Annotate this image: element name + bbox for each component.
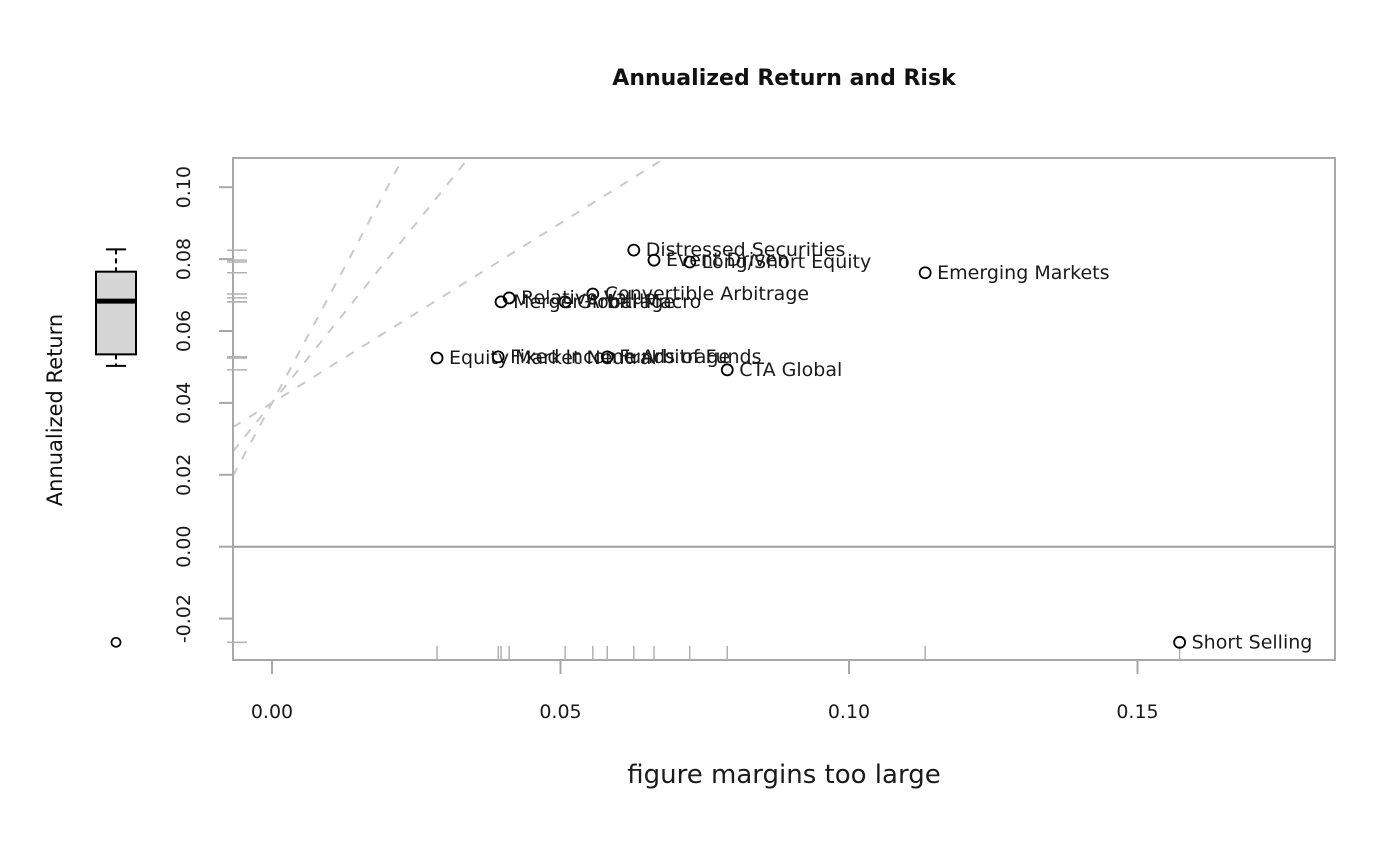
data-point-label: CTA Global <box>739 359 842 381</box>
data-point <box>558 295 572 309</box>
data-point-label: Fixed Income Arbitrage <box>510 346 730 368</box>
data-point <box>647 253 661 267</box>
boxplot-outlier-point <box>110 636 122 648</box>
y-tick-label: 0.10 <box>173 166 195 208</box>
sharpe-line <box>233 158 667 429</box>
data-point <box>1173 635 1187 649</box>
y-tick-label: 0.06 <box>173 310 195 352</box>
data-point-label: Funds of Funds <box>619 346 761 368</box>
x-tick-label: 0.10 <box>828 701 870 723</box>
data-point <box>491 350 505 364</box>
chart-title: Annualized Return and Risk <box>612 66 956 91</box>
sharpe-line <box>233 158 405 477</box>
data-point-label: Long/Short Equity <box>702 251 872 273</box>
data-point <box>430 351 444 365</box>
x-tick-label: 0.00 <box>251 701 293 723</box>
data-point-label: Short Selling <box>1192 631 1313 653</box>
caption-text: figure margins too large <box>627 760 941 790</box>
x-tick-label: 0.05 <box>539 701 581 723</box>
x-tick-label: 0.15 <box>1116 701 1158 723</box>
data-point-label: Relative Value <box>521 287 656 309</box>
data-point-label: Distressed Securities <box>646 239 846 261</box>
data-point-label: Event Driven <box>666 249 789 271</box>
data-point <box>683 255 697 269</box>
data-point-label: Emerging Markets <box>937 262 1109 284</box>
y-tick-label: 0.00 <box>173 526 195 568</box>
data-point <box>600 350 614 364</box>
data-point <box>720 363 734 377</box>
y-tick-label: 0.02 <box>173 454 195 496</box>
y-tick-label: 0.08 <box>173 238 195 280</box>
data-point <box>627 243 641 257</box>
data-point <box>918 266 932 280</box>
y-tick-label: -0.02 <box>173 594 195 643</box>
y-tick-label: 0.04 <box>173 382 195 424</box>
data-point-label: Convertible Arbitrage <box>605 283 809 305</box>
data-point-label: Global Macro <box>577 291 701 313</box>
data-point-label: Merger Arbitrage <box>513 291 675 313</box>
boxplot-group <box>95 248 137 648</box>
plot-border <box>232 157 1336 661</box>
data-point <box>586 287 600 301</box>
data-point <box>502 291 516 305</box>
boxplot-box <box>95 270 137 356</box>
sharpe-lines-group <box>233 158 667 477</box>
